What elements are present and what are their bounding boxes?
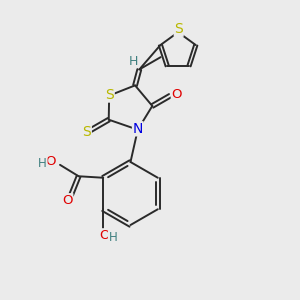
Text: N: N <box>133 122 143 136</box>
Text: O: O <box>171 88 182 101</box>
Text: S: S <box>82 125 91 140</box>
Text: S: S <box>105 88 114 102</box>
Text: O: O <box>45 155 56 168</box>
Text: O: O <box>100 229 110 242</box>
Text: H: H <box>129 55 139 68</box>
Text: H: H <box>108 231 117 244</box>
Text: O: O <box>62 194 73 207</box>
Text: S: S <box>174 22 183 36</box>
Text: H: H <box>38 157 47 169</box>
